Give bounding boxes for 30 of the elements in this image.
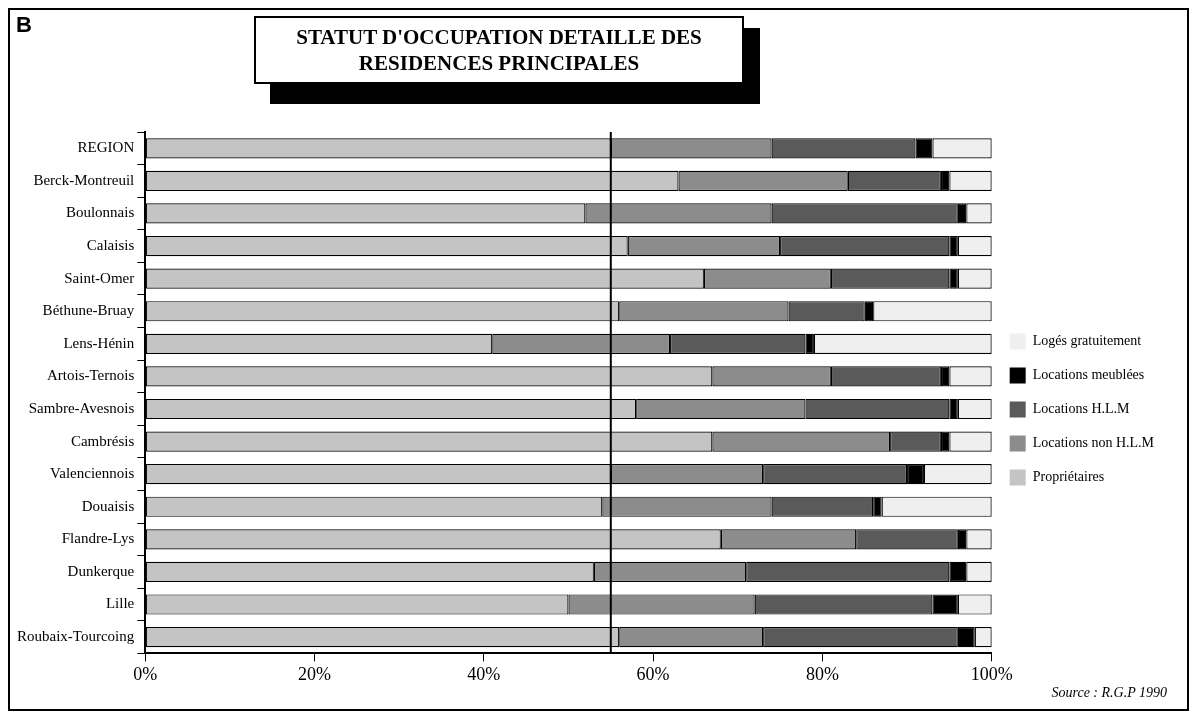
text: B — [16, 12, 32, 38]
y-tick-label: Calaisis — [86, 236, 135, 253]
x-tick-label: 100% — [970, 663, 1013, 684]
y-tick-label: Saint-Omer — [64, 269, 135, 286]
y-tick-label: Flandre-Lys — [61, 530, 135, 547]
x-tick-label: 20% — [298, 663, 332, 684]
legend-label: Propriétaires — [1032, 469, 1105, 485]
y-tick-label: REGION — [77, 139, 135, 156]
y-tick-label: Sambre-Avesnois — [28, 399, 135, 416]
y-tick-label: Douaisis — [81, 497, 135, 514]
legend-label: Locations meublées — [1032, 367, 1145, 383]
y-tick-label: Lens-Hénin — [63, 334, 135, 351]
x-tick-label: 40% — [467, 663, 501, 684]
y-tick-label: Cambrésis — [70, 432, 135, 449]
legend-label: Logés gratuitement — [1032, 333, 1142, 349]
y-tick-label: Boulonnais — [65, 204, 135, 221]
y-tick-label: Berck-Montreuil — [33, 171, 135, 188]
y-tick-label: Artois-Ternois — [46, 367, 135, 384]
y-tick-label: Lille — [105, 595, 135, 612]
source-note: Source : R.G.P 1990 — [1051, 685, 1167, 701]
y-tick-label: Roubaix-Tourcoing — [17, 628, 135, 645]
y-tick-label: Dunkerque — [67, 562, 135, 579]
x-tick-label: 0% — [133, 663, 158, 684]
y-tick-label: Valenciennois — [50, 465, 135, 482]
y-tick-label: Béthune-Bruay — [42, 302, 135, 319]
x-tick-label: 80% — [805, 663, 839, 684]
x-tick-label: 60% — [636, 663, 670, 684]
legend-label: Locations non H.L.M — [1032, 435, 1155, 451]
legend-label: Locations H.L.M — [1032, 401, 1131, 417]
chart-title: STATUT D'OCCUPATION DETAILLE DES RESIDENCES PRINCIPALES — [254, 16, 744, 84]
